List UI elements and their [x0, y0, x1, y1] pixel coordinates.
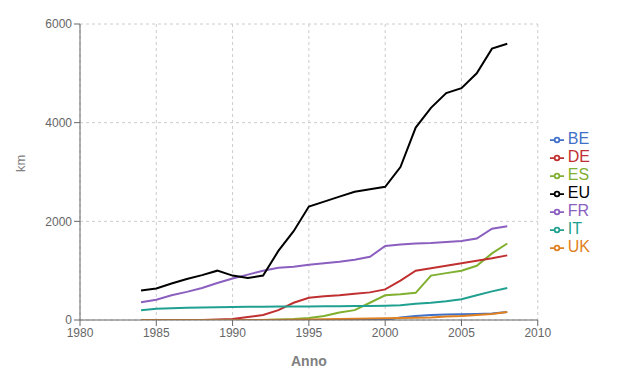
html-text:IT: IT	[567, 220, 582, 237]
html-text:EU: EU	[567, 184, 590, 201]
svg-text:2005: 2005	[448, 326, 475, 340]
svg-text:2010: 2010	[524, 326, 551, 340]
svg-text:1985: 1985	[143, 326, 170, 340]
svg-text:Anno: Anno	[291, 353, 327, 369]
svg-text:2000: 2000	[372, 326, 399, 340]
svg-text:0: 0	[65, 313, 72, 327]
html-text:UK: UK	[567, 238, 590, 255]
svg-text:1990: 1990	[219, 326, 246, 340]
html-text:BE: BE	[567, 130, 590, 147]
svg-text:1995: 1995	[296, 326, 323, 340]
html-text:ES: ES	[567, 166, 590, 183]
svg-text:4000: 4000	[45, 116, 72, 130]
svg-text:1980: 1980	[67, 326, 94, 340]
svg-text:6000: 6000	[45, 17, 72, 31]
html-text:FR: FR	[567, 202, 590, 219]
svg-text:km: km	[13, 155, 28, 172]
html-text:DE: DE	[567, 148, 590, 165]
svg-text:2000: 2000	[45, 215, 72, 229]
